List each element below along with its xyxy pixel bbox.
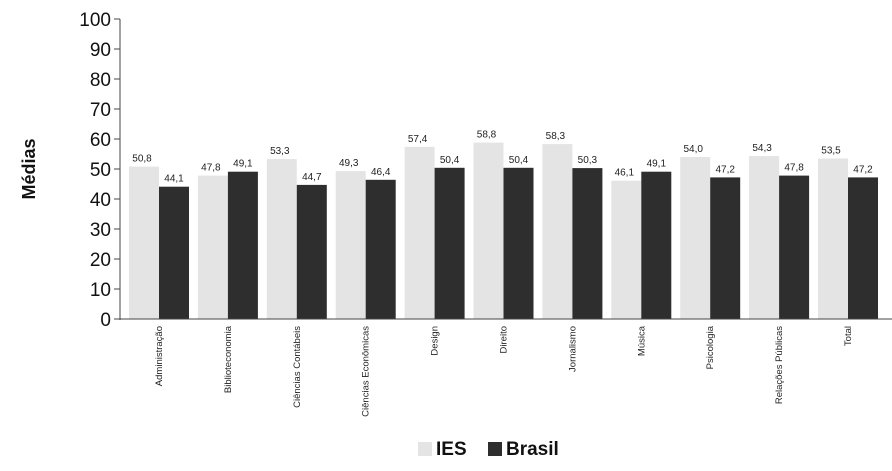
bar-ies — [335, 171, 366, 319]
y-tick-label: 90 — [90, 40, 111, 61]
legend: IES Brasil — [418, 439, 559, 460]
bar-ies — [680, 157, 711, 319]
bar-ies — [749, 156, 780, 319]
data-label-brasil: 46,4 — [371, 167, 391, 178]
data-label-brasil: 47,2 — [853, 164, 873, 175]
bar-ies — [266, 159, 297, 319]
category-label: Relações Públicas — [774, 326, 785, 404]
bar-brasil — [710, 177, 741, 319]
data-label-ies: 54,3 — [752, 143, 772, 154]
data-label-ies: 53,3 — [270, 146, 290, 157]
legend-swatch-ies — [418, 442, 432, 456]
legend-label-brasil: Brasil — [506, 439, 559, 460]
bar-brasil — [848, 177, 878, 319]
y-tick-label: 80 — [90, 70, 111, 91]
y-tick-label: 50 — [90, 160, 111, 181]
data-labels: 50,8 44,1 47,8 49,1 53,3 44,7 49,3 46,4 57,4 50,4… — [132, 130, 873, 185]
category-label: Total — [843, 326, 854, 346]
y-tick-label: 30 — [90, 220, 111, 241]
category-label: Direito — [499, 326, 510, 353]
bar-brasil — [159, 186, 189, 319]
y-tick-label: 60 — [90, 130, 111, 151]
data-label-ies: 46,1 — [615, 168, 635, 179]
data-label-brasil: 50,4 — [509, 155, 529, 166]
legend-swatch-brasil — [488, 442, 502, 456]
bar-brasil — [296, 184, 327, 319]
category-label: Ciências Econômicas — [361, 326, 372, 417]
bars — [129, 142, 878, 319]
category-label: Biblioteconomia — [223, 325, 234, 393]
y-tick-label: 40 — [90, 190, 111, 211]
bar-ies — [129, 166, 159, 319]
data-label-brasil: 47,2 — [715, 164, 735, 175]
y-tick-label: 10 — [90, 280, 111, 301]
category-label: Administração — [154, 326, 165, 386]
bar-ies — [473, 142, 504, 319]
bar-ies — [404, 146, 435, 319]
data-label-brasil: 50,3 — [578, 155, 598, 166]
data-label-brasil: 49,1 — [647, 159, 667, 170]
data-label-ies: 58,3 — [546, 131, 566, 142]
bar-ies — [818, 158, 848, 319]
y-tick-label: 70 — [90, 100, 111, 121]
category-labels: Administração Biblioteconomia Ciências Con… — [154, 325, 854, 417]
data-label-brasil: 44,7 — [302, 172, 322, 183]
y-tick-label: 20 — [90, 250, 111, 271]
data-label-brasil: 50,4 — [440, 155, 460, 166]
y-tick-label: 0 — [100, 310, 111, 331]
category-label: Design — [430, 326, 441, 356]
legend-label-ies: IES — [436, 439, 467, 460]
data-label-brasil: 49,1 — [233, 159, 253, 170]
bar-ies — [611, 180, 642, 319]
y-axis-ticks: 0 10 20 30 40 50 60 70 80 90 100 — [79, 10, 120, 331]
bar-brasil — [434, 167, 465, 319]
data-label-ies: 53,5 — [821, 146, 841, 157]
bar-brasil — [779, 175, 810, 319]
data-label-ies: 58,8 — [477, 130, 497, 141]
y-tick-label: 100 — [79, 10, 111, 31]
data-label-ies: 50,8 — [132, 154, 152, 165]
bar-brasil — [227, 171, 258, 319]
category-label: Música — [636, 325, 647, 356]
category-label: Jornalismo — [567, 326, 578, 372]
data-label-brasil: 47,8 — [784, 163, 804, 174]
bar-ies — [197, 175, 228, 319]
data-label-ies: 49,3 — [339, 158, 359, 169]
bar-brasil — [572, 168, 603, 319]
category-label: Ciências Contábeis — [292, 326, 303, 408]
data-label-ies: 57,4 — [408, 134, 428, 145]
data-label-ies: 47,8 — [201, 163, 221, 174]
data-label-ies: 54,0 — [683, 144, 703, 155]
y-axis-label: Médias — [19, 138, 39, 199]
bar-brasil — [641, 171, 672, 319]
bar-ies — [542, 144, 573, 319]
category-label: Psicologia — [705, 325, 716, 369]
bar-brasil — [503, 167, 534, 319]
data-label-brasil: 44,1 — [164, 174, 184, 185]
bar-brasil — [365, 179, 396, 319]
